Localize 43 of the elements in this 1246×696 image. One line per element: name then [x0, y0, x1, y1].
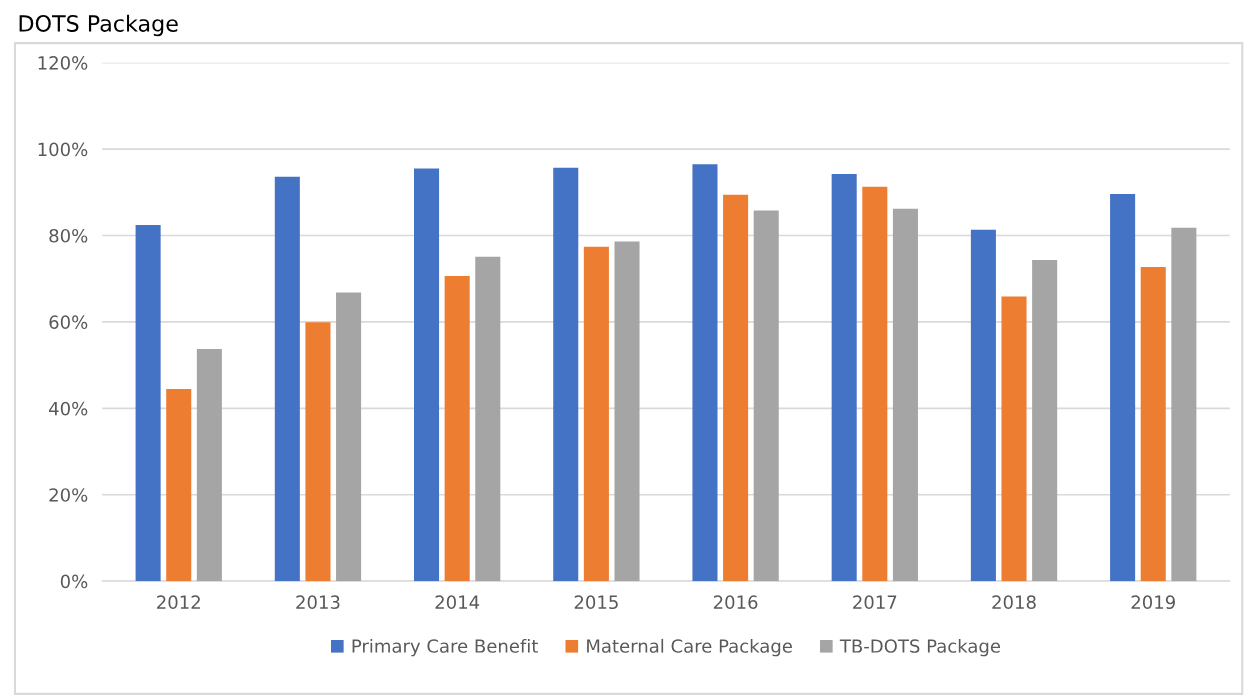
x-tick-label: 2019	[1131, 595, 1175, 610]
bar	[414, 168, 440, 582]
bar	[862, 186, 888, 582]
bar	[553, 167, 579, 582]
y-tick-label: 60%	[49, 315, 88, 330]
bar	[305, 322, 331, 582]
bar	[1032, 260, 1058, 582]
bar	[692, 164, 718, 582]
bar	[1140, 267, 1166, 582]
bar	[475, 256, 501, 582]
x-tick-label: 2016	[713, 595, 758, 610]
chart-title: DOTS Package	[19, 14, 178, 37]
x-tick-label: 2018	[992, 595, 1036, 610]
bar	[753, 210, 779, 582]
bar	[1110, 194, 1136, 582]
legend-label: Maternal Care Package	[587, 638, 792, 657]
legend-label: Primary Care Benefit	[352, 638, 538, 657]
bar	[196, 349, 222, 582]
bar	[444, 276, 470, 582]
bar	[970, 229, 996, 582]
y-tick-label: 80%	[49, 228, 88, 243]
y-tick-label: 100%	[38, 142, 88, 157]
bar	[166, 388, 192, 582]
x-tick-label: 2013	[296, 595, 340, 610]
legend-label: TB-DOTS Package	[839, 638, 1001, 657]
x-tick-label: 2015	[574, 595, 618, 610]
bar	[831, 174, 857, 582]
bar	[723, 194, 749, 582]
x-tick-label: 2017	[853, 595, 897, 610]
y-tick-label: 0%	[60, 574, 88, 589]
bar	[583, 246, 609, 582]
y-tick-label: 20%	[49, 488, 88, 502]
bar	[135, 225, 161, 582]
bar	[336, 292, 362, 582]
bar	[892, 208, 918, 582]
bar	[614, 241, 640, 582]
bar	[1171, 227, 1197, 582]
x-tick-label: 2012	[157, 595, 200, 610]
bar	[274, 176, 300, 582]
x-tick-label: 2014	[435, 595, 480, 610]
y-tick-label: 120%	[38, 56, 88, 70]
bar	[1001, 296, 1027, 582]
y-tick-label: 40%	[49, 401, 88, 416]
